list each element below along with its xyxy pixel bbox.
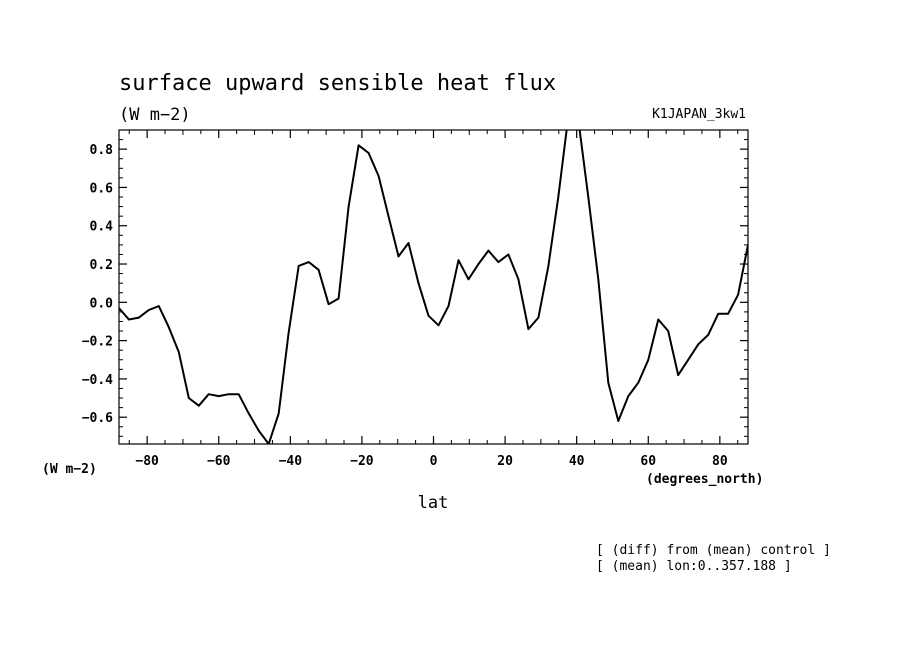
data-point <box>727 313 729 315</box>
data-point <box>287 332 290 334</box>
data-point <box>237 393 240 396</box>
data-point <box>257 429 260 432</box>
y-tick-label: −0.2 <box>82 335 113 350</box>
y-tick-label: 0.4 <box>90 220 114 235</box>
data-point <box>119 307 120 309</box>
data-point <box>397 255 400 258</box>
y-tick-label: 0.8 <box>90 143 114 158</box>
data-point <box>697 343 699 346</box>
data-point <box>737 293 739 296</box>
data-point <box>357 144 360 147</box>
data-point <box>177 351 180 353</box>
data-point <box>158 305 160 307</box>
plot-frame <box>118 129 749 445</box>
y-tick-label: 0.2 <box>90 258 113 273</box>
data-point <box>447 305 450 307</box>
x-axis-title: lat <box>418 493 449 513</box>
data-point <box>217 395 220 397</box>
data-point <box>568 116 570 118</box>
data-point <box>387 215 390 217</box>
data-point <box>578 120 580 122</box>
data-point <box>537 316 540 319</box>
data-point <box>677 374 680 376</box>
data-point <box>497 261 500 263</box>
x-tick-label: 40 <box>569 454 585 469</box>
y-tick-label: −0.6 <box>82 411 113 426</box>
data-point <box>607 381 610 384</box>
x-axis: −80 −60 −40 −20 0 20 40 60 80 <box>128 130 739 469</box>
chart-title: surface upward sensible heat flux <box>119 71 556 96</box>
data-point <box>247 412 250 415</box>
data-point <box>487 249 490 252</box>
data-point <box>527 328 530 330</box>
data-point <box>717 313 719 315</box>
data-point <box>517 278 520 281</box>
x-tick-label: −80 <box>135 454 159 469</box>
data-point <box>547 265 550 267</box>
data-point <box>477 263 480 265</box>
y-axis: −0.6 −0.4 −0.2 0.0 0.2 0.4 0.6 0.8 <box>82 129 748 437</box>
note-mean: [ (mean) lon:0..357.188 ] <box>596 559 792 574</box>
data-point <box>347 205 350 208</box>
x-tick-label: −40 <box>279 454 303 469</box>
y-tick-label: −0.4 <box>82 373 113 388</box>
data-point <box>277 412 280 415</box>
data-point <box>128 318 130 321</box>
y-tick-label: 0.0 <box>90 296 114 311</box>
x-tick-label: −20 <box>350 454 374 469</box>
data-point <box>148 309 150 311</box>
chart-units: (W m−2) <box>119 105 191 125</box>
data-point <box>647 358 650 361</box>
data-point <box>187 397 190 399</box>
data-point <box>207 393 210 396</box>
data-point <box>437 324 440 327</box>
y-tick-label: 0.6 <box>90 181 114 196</box>
data-point <box>627 395 630 397</box>
data-point <box>407 242 410 244</box>
data-point <box>687 358 690 361</box>
data-point <box>267 443 270 444</box>
data-point <box>337 297 340 300</box>
data-point <box>707 334 709 336</box>
data-point <box>427 314 430 317</box>
note-diff: [ (diff) from (mean) control ] <box>596 543 831 558</box>
data-point <box>667 330 670 332</box>
data-point <box>197 404 200 407</box>
data-point <box>327 303 330 306</box>
data-point <box>138 316 140 319</box>
data-point <box>457 259 460 261</box>
data-point <box>467 278 470 281</box>
x-tick-label: −60 <box>207 454 231 469</box>
x-tick-label: 0 <box>430 454 438 469</box>
series-line <box>119 130 748 444</box>
data-point <box>637 381 640 384</box>
data-point <box>507 253 510 256</box>
experiment-label: K1JAPAN_3kw1 <box>652 107 746 122</box>
data-point <box>747 244 748 246</box>
data-point <box>377 175 380 177</box>
data-point <box>307 261 310 263</box>
data-point <box>227 393 230 396</box>
data-point <box>367 152 370 154</box>
x-axis-units-label: (degrees_north) <box>646 472 763 487</box>
series-points <box>119 116 748 444</box>
x-tick-label: 20 <box>497 454 513 469</box>
x-tick-label: 60 <box>640 454 656 469</box>
data-point <box>297 265 300 267</box>
data-point <box>597 278 600 281</box>
data-point <box>617 420 620 422</box>
data-point <box>417 282 420 284</box>
data-point <box>587 196 590 198</box>
data-point <box>557 196 560 198</box>
y-axis-units-label: (W m−2) <box>42 462 97 477</box>
x-tick-label: 80 <box>712 454 728 469</box>
data-point <box>317 268 320 271</box>
data-point <box>657 318 660 321</box>
data-point <box>168 326 170 329</box>
